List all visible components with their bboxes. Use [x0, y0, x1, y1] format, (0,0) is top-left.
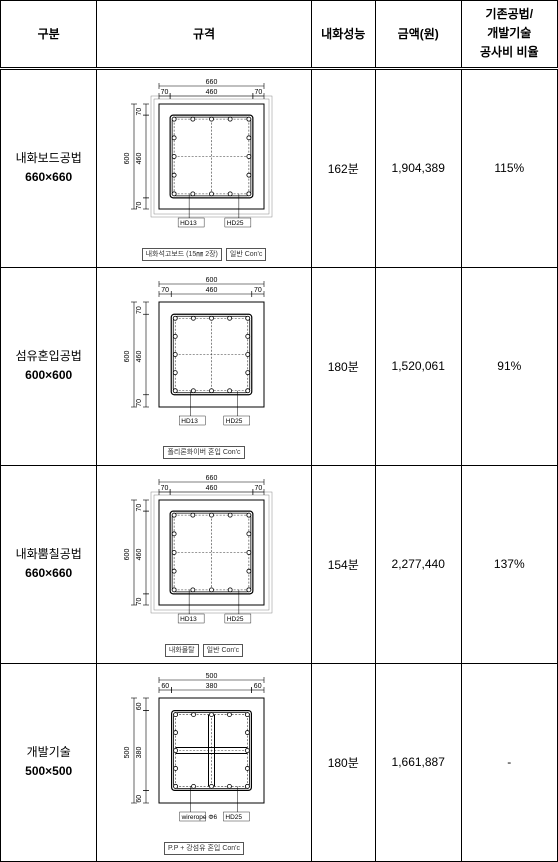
type-size: 660×660 [3, 564, 94, 583]
table-row: 개발기술 500×500 500 60 380 [1, 663, 558, 861]
comparison-table: 구분 규격 내화성능 금액(원) 기존공법/ 개발기술 공사비 비율 내화보드공… [0, 0, 558, 862]
svg-text:70: 70 [136, 597, 143, 605]
section-diagram: 660 70 460 70 600 70 460 70 HD13 HD25 내화… [114, 76, 294, 261]
svg-text:460: 460 [206, 89, 218, 96]
diagram-caption: 내화석고보드 (15㎜ 2장) [142, 248, 222, 261]
section-diagram: 600 70 460 70 600 70 460 70 HD13 HD25 폴리… [114, 274, 294, 459]
svg-text:HD25: HD25 [227, 220, 244, 227]
type-size: 600×600 [3, 366, 94, 385]
svg-text:70: 70 [255, 89, 263, 96]
svg-text:660: 660 [206, 475, 218, 482]
header-spec: 규격 [97, 1, 311, 69]
perf-cell: 162분 [311, 68, 375, 267]
type-name: 내화뿜칠공법 [3, 545, 94, 564]
spec-cell: 600 70 460 70 600 70 460 70 HD13 HD25 폴리… [97, 267, 311, 465]
svg-text:HD25: HD25 [225, 814, 242, 821]
svg-text:70: 70 [161, 287, 169, 294]
svg-text:HD13: HD13 [181, 418, 198, 425]
amount-cell: 2,277,440 [375, 465, 461, 663]
svg-text:HD13: HD13 [180, 616, 197, 623]
svg-text:660: 660 [206, 79, 218, 86]
type-size: 500×500 [3, 762, 94, 781]
amount-cell: 1,904,389 [375, 68, 461, 267]
ratio-cell: 137% [461, 465, 557, 663]
table-row: 섬유혼입공법 600×600 600 70 460 70 600 [1, 267, 558, 465]
svg-text:460: 460 [136, 548, 143, 560]
ratio-cell: 115% [461, 68, 557, 267]
svg-text:70: 70 [136, 503, 143, 511]
header-ratio: 기존공법/ 개발기술 공사비 비율 [461, 1, 557, 69]
header-ratio-l3: 공사비 비율 [464, 43, 555, 62]
header-perf: 내화성능 [311, 1, 375, 69]
svg-text:380: 380 [206, 683, 218, 690]
svg-text:60: 60 [136, 702, 143, 710]
type-cell: 개발기술 500×500 [1, 663, 97, 861]
svg-text:600: 600 [124, 152, 131, 164]
svg-text:HD13: HD13 [180, 220, 197, 227]
svg-text:70: 70 [161, 89, 169, 96]
svg-text:70: 70 [136, 398, 143, 406]
svg-text:60: 60 [161, 683, 169, 690]
svg-text:380: 380 [136, 746, 143, 758]
type-cell: 내화뿜칠공법 660×660 [1, 465, 97, 663]
svg-text:600: 600 [124, 548, 131, 560]
perf-cell: 154분 [311, 465, 375, 663]
svg-text:460: 460 [206, 287, 218, 294]
table-row: 내화보드공법 660×660 660 70 460 70 [1, 68, 558, 267]
diagram-caption: 일반 Con'c [226, 248, 267, 261]
ratio-cell: - [461, 663, 557, 861]
svg-text:460: 460 [206, 485, 218, 492]
svg-text:70: 70 [136, 306, 143, 314]
spec-cell: 660 70 460 70 600 70 460 70 HD13 HD25 내화… [97, 465, 311, 663]
perf-cell: 180분 [311, 663, 375, 861]
perf-cell: 180분 [311, 267, 375, 465]
header-ratio-l1: 기존공법/ [464, 5, 555, 24]
type-size: 660×660 [3, 168, 94, 187]
type-name: 개발기술 [3, 743, 94, 762]
ratio-cell: 91% [461, 267, 557, 465]
svg-text:HD25: HD25 [227, 616, 244, 623]
svg-text:460: 460 [136, 152, 143, 164]
header-type: 구분 [1, 1, 97, 69]
amount-cell: 1,520,061 [375, 267, 461, 465]
svg-text:70: 70 [161, 485, 169, 492]
section-diagram: 660 70 460 70 600 70 460 70 HD13 HD25 내화… [114, 472, 294, 657]
svg-text:60: 60 [136, 794, 143, 802]
section-diagram: 500 60 380 60 500 60 380 60 wirerope Φ6 … [114, 670, 294, 855]
type-cell: 내화보드공법 660×660 [1, 68, 97, 267]
svg-text:600: 600 [124, 350, 131, 362]
diagram-caption: 폴리론화이버 혼입 Con'c [163, 446, 244, 459]
svg-text:600: 600 [206, 277, 218, 284]
header-amount: 금액(원) [375, 1, 461, 69]
diagram-caption: 일반 Con'c [203, 644, 244, 657]
spec-cell: 500 60 380 60 500 60 380 60 wirerope Φ6 … [97, 663, 311, 861]
type-cell: 섬유혼입공법 600×600 [1, 267, 97, 465]
svg-text:wirerope Φ6: wirerope Φ6 [181, 814, 218, 821]
svg-text:500: 500 [206, 673, 218, 680]
svg-text:70: 70 [254, 287, 262, 294]
type-name: 내화보드공법 [3, 149, 94, 168]
amount-cell: 1,661,887 [375, 663, 461, 861]
svg-text:HD25: HD25 [226, 418, 243, 425]
svg-text:60: 60 [254, 683, 262, 690]
svg-text:460: 460 [136, 350, 143, 362]
table-row: 내화뿜칠공법 660×660 660 70 460 70 [1, 465, 558, 663]
type-name: 섬유혼입공법 [3, 347, 94, 366]
spec-cell: 660 70 460 70 600 70 460 70 HD13 HD25 내화… [97, 68, 311, 267]
svg-text:70: 70 [136, 201, 143, 209]
header-ratio-l2: 개발기술 [464, 24, 555, 43]
svg-text:500: 500 [124, 746, 131, 758]
diagram-caption: P.P + 강섬유 혼입 Con'c [164, 842, 244, 855]
svg-text:70: 70 [136, 107, 143, 115]
svg-text:70: 70 [255, 485, 263, 492]
diagram-caption: 내화몰탈 [165, 644, 199, 657]
